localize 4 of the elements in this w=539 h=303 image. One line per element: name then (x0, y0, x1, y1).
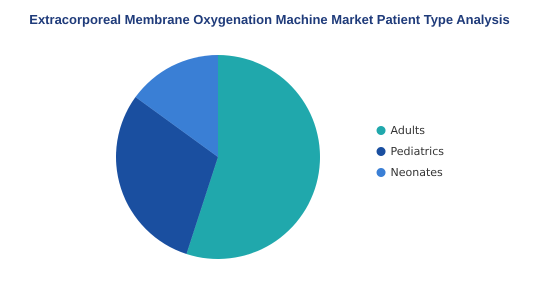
legend-label: Pediatrics (390, 145, 444, 158)
legend-label: Neonates (390, 166, 444, 179)
legend-label: Adults (390, 124, 426, 137)
chart-title: Extracorporeal Membrane Oxygenation Machine Market Patient Type Analysis (29, 12, 510, 27)
